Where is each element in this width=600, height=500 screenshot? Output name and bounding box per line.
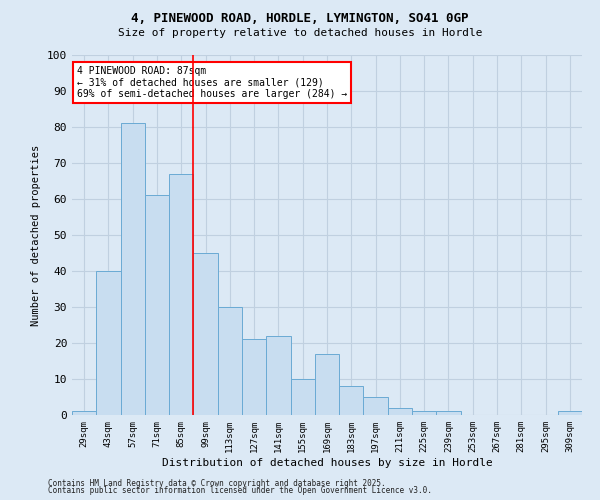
Bar — [218, 307, 242, 415]
Text: Contains HM Land Registry data © Crown copyright and database right 2025.: Contains HM Land Registry data © Crown c… — [48, 478, 386, 488]
Bar — [169, 174, 193, 415]
Bar — [364, 397, 388, 415]
Bar — [242, 340, 266, 415]
Text: 4 PINEWOOD ROAD: 87sqm
← 31% of detached houses are smaller (129)
69% of semi-de: 4 PINEWOOD ROAD: 87sqm ← 31% of detached… — [77, 66, 347, 99]
X-axis label: Distribution of detached houses by size in Hordle: Distribution of detached houses by size … — [161, 458, 493, 468]
Bar — [315, 354, 339, 415]
Bar — [388, 408, 412, 415]
Text: Contains public sector information licensed under the Open Government Licence v3: Contains public sector information licen… — [48, 486, 432, 495]
Y-axis label: Number of detached properties: Number of detached properties — [31, 144, 41, 326]
Bar — [96, 271, 121, 415]
Bar — [290, 379, 315, 415]
Bar — [145, 196, 169, 415]
Bar — [121, 124, 145, 415]
Bar — [558, 412, 582, 415]
Bar — [412, 412, 436, 415]
Text: 4, PINEWOOD ROAD, HORDLE, LYMINGTON, SO41 0GP: 4, PINEWOOD ROAD, HORDLE, LYMINGTON, SO4… — [131, 12, 469, 26]
Bar — [266, 336, 290, 415]
Bar — [436, 412, 461, 415]
Bar — [193, 253, 218, 415]
Text: Size of property relative to detached houses in Hordle: Size of property relative to detached ho… — [118, 28, 482, 38]
Bar — [72, 412, 96, 415]
Bar — [339, 386, 364, 415]
